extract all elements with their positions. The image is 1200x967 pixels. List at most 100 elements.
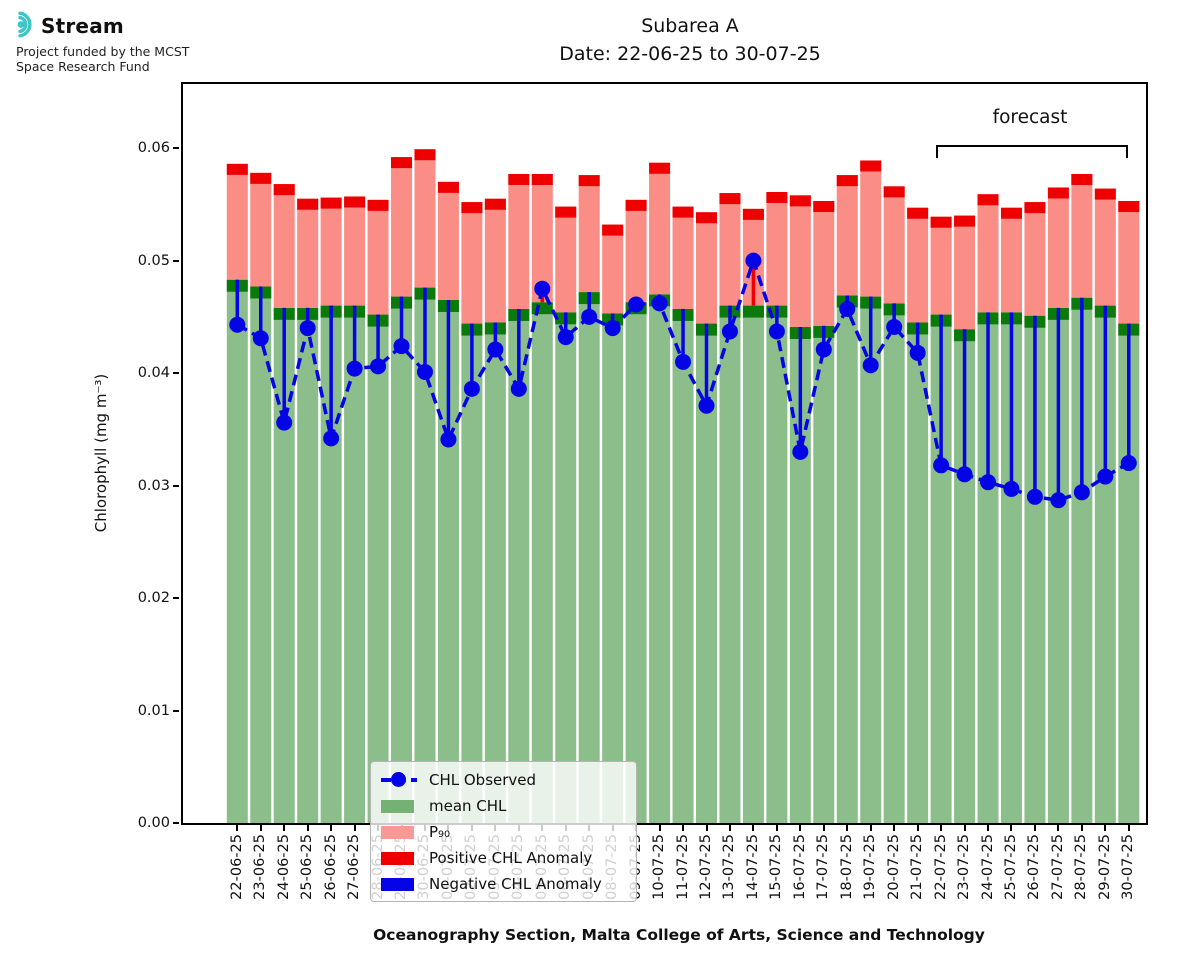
legend-row: CHL Observed xyxy=(381,767,626,793)
p90-bar xyxy=(789,195,811,327)
x-tick xyxy=(799,825,802,831)
x-tick xyxy=(353,825,356,831)
observed-dot xyxy=(792,443,809,460)
mean-chl-bar xyxy=(860,296,882,823)
p90-bar-edge xyxy=(250,172,272,184)
observed-dot xyxy=(416,363,433,380)
p90-bar-edge xyxy=(1094,188,1116,200)
p90-bar-edge xyxy=(484,198,506,210)
y-tick xyxy=(173,147,179,150)
p90-bar xyxy=(766,191,788,306)
p90-bar xyxy=(696,212,717,324)
mean-chl-bar xyxy=(1047,307,1069,823)
x-tick-label: 23-06-25 xyxy=(252,834,269,900)
observed-dot xyxy=(933,457,950,474)
p90-bar xyxy=(649,162,671,295)
legend-label: Positive CHL Anomaly xyxy=(429,849,593,867)
p90-bar xyxy=(719,193,741,306)
mean-chl-bar xyxy=(414,287,436,823)
observed-dot xyxy=(604,320,621,337)
x-tick-label: 25-07-25 xyxy=(1002,834,1019,900)
p90-bar-edge xyxy=(555,206,577,218)
y-tick-label: 0.02 xyxy=(137,590,170,607)
p90-bar xyxy=(672,206,694,309)
observed-dot xyxy=(510,380,527,397)
x-tick xyxy=(940,825,943,831)
x-tick-label: 27-06-25 xyxy=(346,834,363,900)
p90-bar-edge xyxy=(1024,202,1046,214)
p90-bar xyxy=(883,186,905,304)
p90-bar-edge xyxy=(742,208,764,220)
y-tick-label: 0.01 xyxy=(137,702,170,719)
y-tick xyxy=(173,709,179,712)
observed-dot xyxy=(534,280,551,297)
p90-bar xyxy=(367,199,389,315)
observed-dot xyxy=(815,341,832,358)
p90-bar xyxy=(273,184,295,308)
x-tick-label: 16-07-25 xyxy=(791,834,808,900)
mean-chl-bar xyxy=(531,302,553,823)
x-tick xyxy=(1080,825,1083,831)
mean-chl-bar xyxy=(883,303,905,823)
observed-dot xyxy=(768,323,785,340)
mean-chl-bar xyxy=(461,323,483,823)
p90-bar xyxy=(1118,200,1140,324)
p90-bar xyxy=(414,149,436,288)
x-tick-label: 29-07-25 xyxy=(1096,834,1113,900)
x-tick-label: 15-07-25 xyxy=(768,834,785,900)
x-tick-label: 25-06-25 xyxy=(299,834,316,900)
p90-bar-edge xyxy=(391,157,413,169)
observed-dot xyxy=(229,316,246,333)
p90-bar xyxy=(602,224,624,314)
y-tick xyxy=(173,372,179,375)
observed-dot xyxy=(1026,488,1043,505)
observed-dot xyxy=(745,252,762,269)
p90-bar-edge xyxy=(860,160,882,172)
x-tick-label: 24-06-25 xyxy=(275,834,292,900)
observed-dot xyxy=(1050,492,1067,509)
p90-bar xyxy=(461,202,483,324)
p90-bar-edge xyxy=(789,195,811,207)
observed-dot xyxy=(628,296,645,313)
p90-bar xyxy=(484,198,506,323)
p90-bar xyxy=(1047,187,1069,308)
mean-chl-bar xyxy=(1094,305,1116,823)
p90-bar xyxy=(954,215,976,330)
mean-chl-bar xyxy=(391,296,413,823)
observed-dots-group xyxy=(229,252,1137,509)
x-tick-label: 11-07-25 xyxy=(674,834,691,900)
observed-dot xyxy=(651,295,668,312)
mean-chl-bar xyxy=(625,302,647,823)
observed-dot xyxy=(698,397,715,414)
mean-chl-bar xyxy=(297,307,319,823)
observed-dot xyxy=(909,344,926,361)
p90-bar-edge xyxy=(367,199,389,211)
x-tick xyxy=(846,825,849,831)
chart-title: Subarea A xyxy=(641,15,739,37)
p90-bar-edge xyxy=(625,199,647,211)
p90-bar xyxy=(930,216,952,315)
x-tick xyxy=(1033,825,1036,831)
p90-bar-edge xyxy=(273,184,295,196)
observed-dot xyxy=(1097,468,1114,485)
legend-row: P₉₀ xyxy=(381,819,626,845)
legend-swatch-p90 xyxy=(381,824,417,840)
mean-chl-bar xyxy=(1000,312,1022,823)
y-tick xyxy=(173,597,179,600)
legend-marker-dot xyxy=(391,772,406,787)
legend-swatch-positive xyxy=(381,850,417,866)
forecast-bracket xyxy=(936,145,1128,158)
x-tick-label: 20-07-25 xyxy=(885,834,902,900)
p90-bar xyxy=(813,200,835,326)
y-tick xyxy=(173,259,179,262)
mean-chl-bar xyxy=(836,295,858,823)
x-tick-label: 10-07-25 xyxy=(651,834,668,900)
legend-row: mean CHL xyxy=(381,793,626,819)
mean-chl-bar xyxy=(273,307,295,823)
x-axis-title: Oceanography Section, Malta College of A… xyxy=(373,926,985,944)
p90-bar xyxy=(860,160,882,297)
p90-bar-edge xyxy=(977,194,999,206)
p90-bar xyxy=(977,194,999,313)
chart-canvas xyxy=(226,149,1140,823)
legend-swatch-observed xyxy=(381,772,417,788)
